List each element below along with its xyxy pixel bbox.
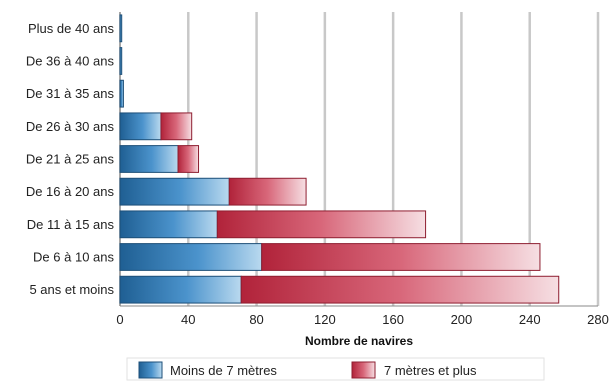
bar-moins-7m	[119, 47, 123, 75]
x-tick-label-280: 280	[587, 312, 609, 327]
legend-box	[126, 357, 545, 381]
legend-label-7m-plus: 7 mètres et plus	[384, 363, 477, 378]
y-tick-label: De 26 à 30 ans	[26, 119, 115, 134]
bar-moins-7m	[119, 14, 123, 43]
bar-moins-7m	[119, 177, 230, 206]
bar-7m-plus	[160, 112, 193, 141]
y-axis-labels: Plus de 40 ans De 36 à 40 ans De 31 à 35 a…	[26, 21, 115, 297]
x-axis-ticks: 0 40 80 120 160 200 240 280	[116, 312, 608, 327]
y-tick-label: De 16 à 20 ans	[26, 184, 115, 199]
x-tick-label-120: 120	[314, 312, 336, 327]
bar-7m-plus	[216, 210, 427, 239]
y-tick-label: 5 ans et moins	[29, 282, 114, 297]
bar-7m-plus	[240, 275, 560, 304]
y-tick-label: De 36 à 40 ans	[26, 54, 115, 69]
y-tick-label: Plus de 40 ans	[28, 21, 115, 36]
y-tick-label: De 21 à 25 ans	[26, 152, 115, 167]
bars	[119, 14, 560, 304]
legend-swatch-7m-plus	[351, 361, 376, 379]
x-axis-title: Nombre de navires	[305, 334, 413, 348]
bar-moins-7m	[119, 145, 179, 173]
bar-7m-plus	[177, 145, 200, 173]
bar-moins-7m	[119, 210, 218, 239]
legend: Moins de 7 mètres 7 mètres et plus	[126, 357, 545, 381]
bar-moins-7m	[119, 79, 124, 108]
y-tick-label: De 6 à 10 ans	[33, 250, 114, 265]
legend-swatch-moins-7m	[138, 361, 163, 379]
bar-7m-plus	[228, 177, 307, 206]
bar-moins-7m	[119, 243, 263, 271]
x-tick-label-0: 0	[116, 312, 123, 327]
bar-7m-plus	[261, 243, 541, 271]
x-tick-label-160: 160	[382, 312, 404, 327]
x-tick-label-240: 240	[519, 312, 541, 327]
bar-moins-7m	[119, 275, 242, 304]
x-tick-label-40: 40	[181, 312, 195, 327]
legend-label-moins-7m: Moins de 7 mètres	[170, 363, 277, 378]
y-tick-label: De 31 à 35 ans	[26, 86, 115, 101]
bar-moins-7m	[119, 112, 162, 141]
x-tick-label-200: 200	[451, 312, 473, 327]
grid	[119, 12, 600, 307]
x-tick-label-80: 80	[249, 312, 263, 327]
y-tick-label: De 11 à 15 ans	[27, 217, 115, 232]
